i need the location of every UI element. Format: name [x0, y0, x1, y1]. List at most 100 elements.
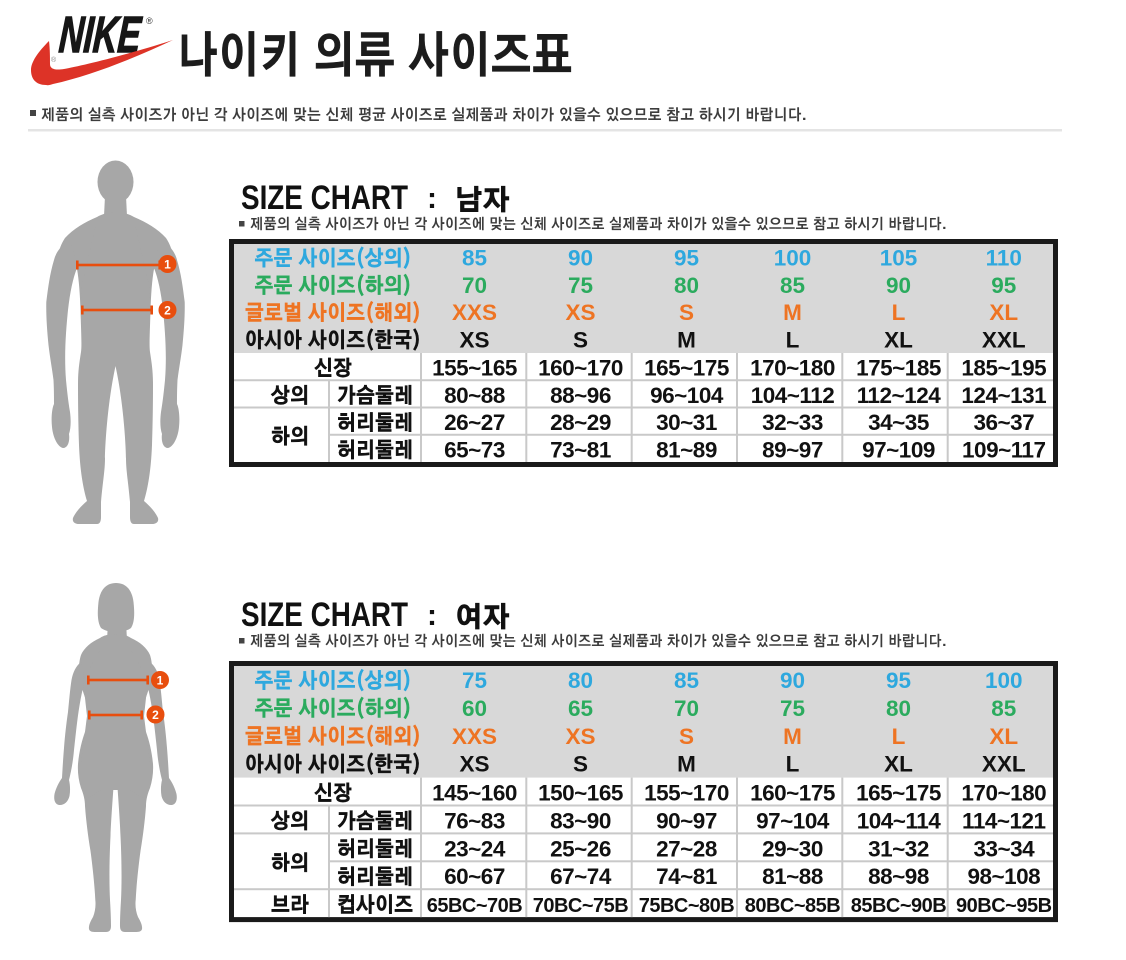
svg-text:90BC~95B: 90BC~95B [956, 895, 1052, 917]
svg-text:114~121: 114~121 [962, 809, 1045, 834]
svg-text:®: ® [146, 16, 153, 26]
svg-text:96~104: 96~104 [650, 383, 724, 408]
svg-text:L: L [786, 752, 800, 777]
svg-text:95: 95 [886, 668, 911, 693]
svg-text:109~117: 109~117 [962, 437, 1045, 462]
svg-text:104~114: 104~114 [857, 809, 941, 834]
svg-text:M: M [677, 327, 696, 352]
svg-text:88~98: 88~98 [868, 864, 929, 889]
svg-text:XXS: XXS [452, 300, 497, 325]
svg-text:XL: XL [884, 327, 913, 352]
svg-text:27~28: 27~28 [656, 836, 717, 861]
svg-text:98~108: 98~108 [967, 864, 1040, 889]
svg-text:175~185: 175~185 [856, 356, 941, 381]
svg-text:XS: XS [565, 724, 595, 749]
svg-text:29~30: 29~30 [762, 836, 823, 861]
svg-text:90: 90 [886, 273, 911, 298]
svg-text:XL: XL [989, 724, 1018, 749]
svg-text:M: M [783, 300, 802, 325]
svg-text:L: L [892, 724, 906, 749]
svg-text:76~83: 76~83 [444, 809, 505, 834]
svg-text:97~109: 97~109 [862, 437, 935, 462]
svg-text:83~90: 83~90 [550, 809, 611, 834]
svg-text::: : [427, 182, 437, 215]
svg-text:85: 85 [780, 273, 805, 298]
svg-text:65~73: 65~73 [444, 437, 505, 462]
svg-text:90: 90 [780, 668, 805, 693]
svg-text:185~195: 185~195 [961, 356, 1046, 381]
svg-text:81~89: 81~89 [656, 437, 717, 462]
svg-text:70: 70 [462, 273, 487, 298]
svg-text:74~81: 74~81 [656, 864, 717, 889]
svg-text:M: M [783, 724, 802, 749]
svg-text:110: 110 [986, 246, 1022, 271]
svg-text:75: 75 [780, 696, 805, 721]
svg-text:97~104: 97~104 [756, 809, 830, 834]
svg-text:67~74: 67~74 [550, 864, 612, 889]
svg-text:85: 85 [674, 668, 699, 693]
svg-text:XL: XL [884, 752, 913, 777]
svg-text:1: 1 [157, 673, 164, 687]
svg-text::: : [427, 599, 437, 632]
svg-text:80BC~85B: 80BC~85B [745, 895, 841, 917]
svg-text:95: 95 [674, 246, 699, 271]
svg-text:85: 85 [462, 246, 487, 271]
svg-text:M: M [677, 752, 696, 777]
svg-text:70BC~75B: 70BC~75B [533, 895, 629, 917]
svg-text:S: S [679, 300, 694, 325]
svg-text:90~97: 90~97 [656, 809, 717, 834]
svg-text:170~180: 170~180 [750, 356, 835, 381]
svg-text:S: S [679, 724, 694, 749]
svg-text:33~34: 33~34 [973, 836, 1035, 861]
svg-text:1: 1 [164, 257, 171, 271]
svg-text:150~165: 150~165 [538, 781, 623, 806]
svg-text:81~88: 81~88 [762, 864, 823, 889]
svg-text:XS: XS [459, 752, 489, 777]
svg-text:S: S [573, 752, 588, 777]
svg-text:36~37: 36~37 [973, 410, 1034, 435]
svg-text:L: L [786, 327, 800, 352]
svg-text:124~131: 124~131 [961, 383, 1046, 408]
svg-text:60: 60 [462, 696, 487, 721]
svg-text:80: 80 [886, 696, 911, 721]
svg-text:30~31: 30~31 [656, 410, 717, 435]
svg-text:28~29: 28~29 [550, 410, 611, 435]
svg-text:165~175: 165~175 [856, 781, 941, 806]
svg-text:88~96: 88~96 [550, 383, 611, 408]
svg-text:2: 2 [164, 303, 171, 317]
svg-text:104~112: 104~112 [751, 383, 834, 408]
svg-text:73~81: 73~81 [550, 437, 611, 462]
svg-text:XS: XS [459, 327, 489, 352]
svg-text:L: L [892, 300, 906, 325]
svg-text:SIZE CHART: SIZE CHART [241, 179, 408, 217]
svg-text:100: 100 [774, 246, 812, 271]
svg-text:32~33: 32~33 [762, 410, 823, 435]
svg-text:85BC~90B: 85BC~90B [851, 895, 947, 917]
svg-text:112~124: 112~124 [857, 383, 941, 408]
svg-text:105: 105 [880, 246, 918, 271]
svg-text:70: 70 [674, 696, 699, 721]
svg-text:80: 80 [568, 668, 593, 693]
svg-text:®: ® [51, 56, 57, 64]
svg-text:SIZE CHART: SIZE CHART [241, 596, 408, 634]
svg-text:155~170: 155~170 [644, 781, 729, 806]
svg-text:165~175: 165~175 [644, 356, 729, 381]
svg-text:80~88: 80~88 [444, 383, 505, 408]
svg-text:25~26: 25~26 [550, 836, 611, 861]
svg-text:160~175: 160~175 [750, 781, 835, 806]
svg-text:75BC~80B: 75BC~80B [639, 895, 735, 917]
svg-text:S: S [573, 327, 588, 352]
svg-text:85: 85 [991, 696, 1016, 721]
svg-text:34~35: 34~35 [868, 410, 929, 435]
svg-text:XXS: XXS [452, 724, 497, 749]
svg-text:23~24: 23~24 [444, 836, 506, 861]
svg-text:60~67: 60~67 [444, 864, 505, 889]
svg-text:31~32: 31~32 [868, 836, 929, 861]
svg-text:75: 75 [462, 668, 487, 693]
svg-text:75: 75 [568, 273, 593, 298]
svg-text:89~97: 89~97 [762, 437, 823, 462]
svg-text:65: 65 [568, 696, 593, 721]
svg-text:XXL: XXL [982, 752, 1026, 777]
svg-text:80: 80 [674, 273, 699, 298]
svg-text:155~165: 155~165 [432, 356, 517, 381]
